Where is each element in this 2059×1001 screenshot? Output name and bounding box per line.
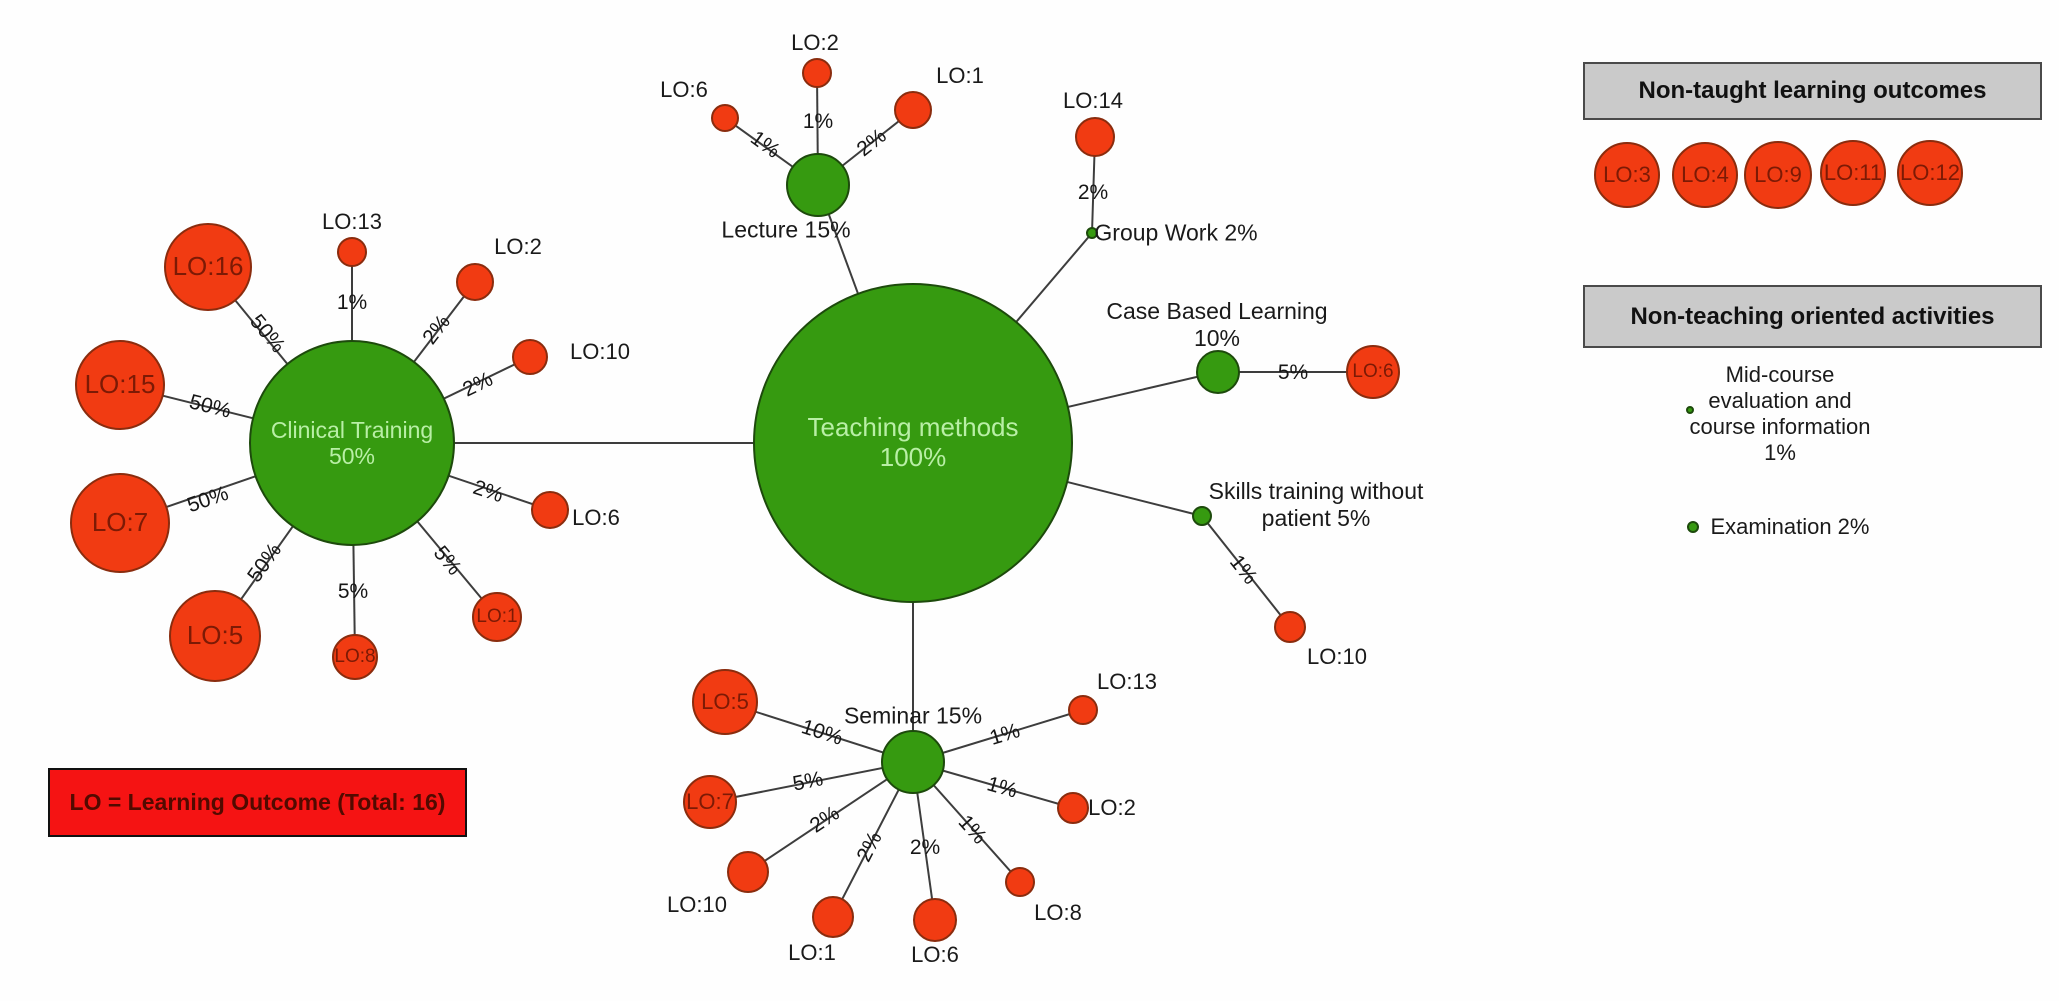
skills-label: Skills training without patient 5% [1208,477,1424,531]
lo13-clinical-label: LO:13 [322,209,382,235]
node-clinical-training: Clinical Training 50% [249,340,455,546]
node-lo1-seminar [812,896,854,938]
node-lo13-clinical [337,237,367,267]
lo2-clinical-label: LO:2 [494,234,542,260]
node-examination-dot [1687,521,1699,533]
node-lo2-clinical [456,263,494,301]
lo2-lecture-label: LO:2 [791,30,839,56]
lo2-seminar-label: LO:2 [1088,795,1136,821]
node-midcourse-dot [1686,406,1694,414]
node-lo13-seminar [1068,695,1098,725]
node-lo12: LO:12 [1897,140,1963,206]
lo10-seminar-label: LO:10 [667,892,727,918]
lo13-seminar-label: LO:13 [1097,669,1157,695]
node-skills-training [1192,506,1212,526]
edge-seminar-lo10-seminar [747,761,914,873]
node-lo10-seminar [727,851,769,893]
edge-percent-label-lecture-lo2-lecture: 1% [802,110,834,133]
seminar-label: Seminar 15% [843,702,983,729]
lo6-seminar-label: LO:6 [911,942,959,968]
lo1-seminar-label: LO:1 [788,940,836,966]
node-lo6-seminar [913,898,957,942]
non-taught-outcomes-header: Non-taught learning outcomes [1583,62,2042,120]
node-lo16-clinical: LO:16 [164,223,252,311]
lo1-lecture-label: LO:1 [936,63,984,89]
lo14-label: LO:14 [1063,88,1123,114]
node-lo15-clinical: LO:15 [75,340,165,430]
node-lo14-groupwork [1075,117,1115,157]
node-lo7-clinical: LO:7 [70,473,170,573]
node-lo10-skills [1274,611,1306,643]
edge-percent-label-case-based-learning-lo6-casebased: 5% [1277,361,1309,384]
node-lo5-seminar: LO:5 [692,669,758,735]
groupwork-label: Group Work 2% [1094,219,1258,246]
lo6-lecture-label: LO:6 [660,77,708,103]
node-lo1-lecture [894,91,932,129]
node-lo2-lecture [802,58,832,88]
node-lo9: LO:9 [1744,141,1812,209]
node-lo7-seminar: LO:7 [683,775,737,829]
node-lo6-casebased: LO:6 [1346,345,1400,399]
node-teaching-methods: Teaching methods 100% [753,283,1073,603]
node-seminar [881,730,945,794]
learning-outcome-legend: LO = Learning Outcome (Total: 16) [48,768,467,837]
edge-percent-label-seminar-lo6-seminar: 2% [909,836,941,859]
node-lo11: LO:11 [1820,140,1886,206]
non-teaching-activities-header: Non-teaching oriented activities [1583,285,2042,348]
node-lo10-clinical [512,339,548,375]
node-lo6-clinical [531,491,569,529]
node-lo1-clinical: LO:1 [472,592,522,642]
edge-percent-label-clinical-training-lo13-clinical: 1% [336,291,368,314]
edge-seminar-lo7-seminar [709,761,914,803]
lecture-label: Lecture 15% [721,216,851,243]
node-lo8-clinical: LO:8 [332,634,378,680]
node-lo6-lecture [711,104,739,132]
lo10-clinical-label: LO:10 [570,339,630,365]
node-lo5-clinical: LO:5 [169,590,261,682]
node-case-based-learning [1196,350,1240,394]
examination-label: Examination 2% [1710,514,1870,540]
edge-skills-training-lo10-skills [1201,515,1291,628]
node-lo3: LO:3 [1594,142,1660,208]
edge-percent-label-group-work-lo14-groupwork: 2% [1077,181,1109,204]
casebased-label: Case Based Learning 10% [1106,297,1328,351]
node-lo4: LO:4 [1672,142,1738,208]
lo10-skills-label: LO:10 [1307,644,1367,670]
node-lecture [786,153,850,217]
edge-percent-label-clinical-training-lo8-clinical: 5% [337,580,369,603]
node-lo2-seminar [1057,792,1089,824]
lo8-seminar-label: LO:8 [1034,900,1082,926]
lo6-clinical-label: LO:6 [572,505,620,531]
midcourse-label: Mid-course evaluation and course informa… [1689,362,1871,465]
node-group-work [1086,227,1098,239]
node-lo8-seminar [1005,867,1035,897]
